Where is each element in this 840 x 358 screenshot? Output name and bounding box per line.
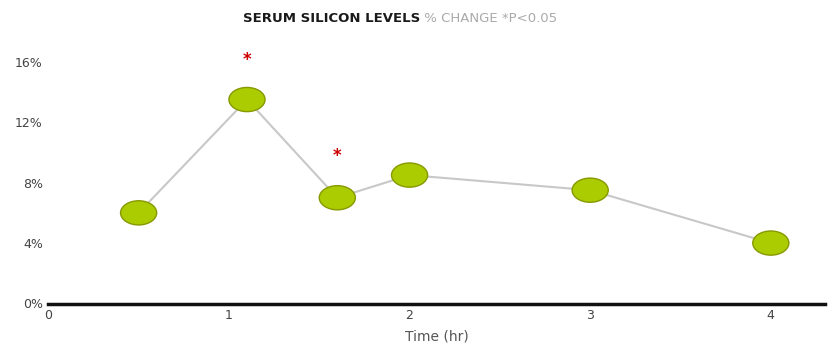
- Ellipse shape: [572, 178, 608, 202]
- Text: SERUM SILICON LEVELS: SERUM SILICON LEVELS: [243, 12, 420, 25]
- Ellipse shape: [121, 201, 157, 225]
- Text: *: *: [333, 146, 342, 165]
- Text: % CHANGE *P<0.05: % CHANGE *P<0.05: [420, 12, 557, 25]
- Ellipse shape: [753, 231, 789, 255]
- X-axis label: Time (hr): Time (hr): [405, 329, 469, 343]
- Ellipse shape: [229, 87, 265, 112]
- Text: *: *: [243, 51, 251, 69]
- Ellipse shape: [391, 163, 428, 187]
- Ellipse shape: [319, 186, 355, 210]
